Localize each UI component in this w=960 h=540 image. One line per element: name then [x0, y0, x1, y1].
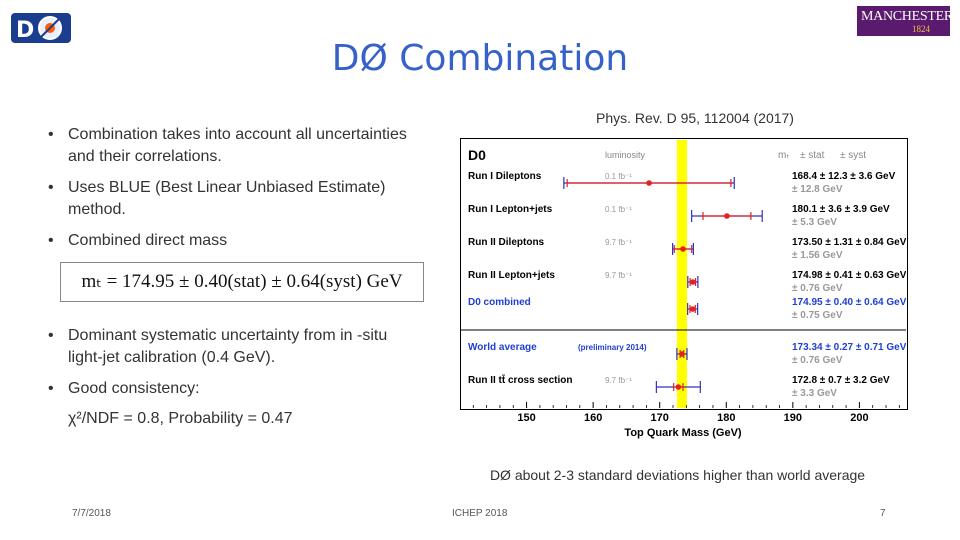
- bullet-dot: •: [48, 327, 54, 344]
- plot-row-label: Run II tt̄ cross section: [468, 374, 572, 386]
- x-tick-label-190: 190: [784, 412, 802, 424]
- bullet-4-text: Dominant systematic uncertainty from in …: [68, 327, 388, 366]
- bullet-3-text: Combined direct mass: [68, 232, 228, 249]
- bullet-2: • Uses BLUE (Best Linear Unbiased Estima…: [48, 177, 408, 221]
- plot-row-value: 180.1 ± 3.6 ± 3.9 GeV: [792, 204, 890, 215]
- x-tick-label-160: 160: [584, 412, 602, 424]
- plot-row-total: ± 3.3 GeV: [792, 388, 837, 399]
- plot-row-total: ± 0.76 GeV: [792, 355, 843, 366]
- plot-row-lumi: (preliminary 2014): [578, 343, 647, 352]
- plot-row-label: Run I Lepton+jets: [468, 204, 553, 215]
- x-tick-label-150: 150: [517, 412, 535, 424]
- plot-row-total: ± 0.75 GeV: [792, 310, 843, 321]
- plot-row-total: ± 1.56 GeV: [792, 250, 843, 261]
- point-run-i-lepton-jets: [724, 213, 730, 219]
- plot-row-value: 173.34 ± 0.27 ± 0.71 GeV: [792, 342, 906, 353]
- x-tick-label-200: 200: [850, 412, 868, 424]
- bullet-2-text: Uses BLUE (Best Linear Unbiased Estimate…: [68, 179, 386, 218]
- plot-header-stat: ± stat: [800, 150, 825, 161]
- bullet-5: • Good consistency:: [48, 378, 408, 400]
- plot-header-mt: mₜ: [778, 150, 789, 161]
- svg-text:D: D: [16, 18, 34, 43]
- bullet-dot: •: [48, 126, 54, 143]
- point-run-ii-dileptons: [680, 246, 686, 252]
- top-mass-plot: D0 luminosity mₜ ± stat ± syst Run I Dilepton…: [460, 140, 906, 439]
- point-world-average: [679, 351, 685, 357]
- mass-formula: mₜ = 174.95 ± 0.40(stat) ± 0.64(syst) Ge…: [60, 262, 424, 302]
- bullet-dot: •: [48, 380, 54, 397]
- bullet-dot: •: [48, 179, 54, 196]
- plot-header-syst: ± syst: [840, 150, 866, 161]
- plot-row-value: 173.50 ± 1.31 ± 0.84 GeV: [792, 237, 906, 248]
- plot-row-lumi: 9.7 fb⁻¹: [605, 376, 632, 385]
- plot-row-value: 174.95 ± 0.40 ± 0.64 GeV: [792, 297, 906, 308]
- plot-row-lumi: 9.7 fb⁻¹: [605, 238, 632, 247]
- plot-row-lumi: 0.1 fb⁻¹: [605, 205, 632, 214]
- plot-row-lumi: 9.7 fb⁻¹: [605, 271, 632, 280]
- point-run-ii-tt-cross-section: [675, 384, 682, 390]
- plot-row-total: ± 0.76 GeV: [792, 283, 843, 294]
- plot-row-label: Run II Lepton+jets: [468, 270, 555, 281]
- footer-page-number: 7: [880, 508, 886, 519]
- manchester-logo-year: 1824: [912, 24, 930, 34]
- plot-row-label: World average: [468, 342, 537, 353]
- reference-text: Phys. Rev. D 95, 112004 (2017): [596, 110, 794, 126]
- manchester-logo-word: MANCHESTER: [861, 9, 953, 24]
- point-d0-combined: [689, 306, 696, 312]
- plot-row-label: Run II Dileptons: [468, 237, 545, 248]
- x-axis-label: Top Quark Mass (GeV): [624, 427, 741, 439]
- plot-row-total: ± 5.3 GeV: [792, 217, 837, 228]
- footer-conference: ICHEP 2018: [452, 508, 508, 519]
- bullet-3: • Combined direct mass: [48, 230, 408, 252]
- chi2-text: χ²/NDF = 0.8, Probability = 0.47: [68, 410, 293, 427]
- bullet-1-text: Combination takes into account all uncer…: [68, 126, 407, 165]
- plot-row-label: Run I Dileptons: [468, 171, 542, 182]
- world-average-band: [676, 140, 687, 408]
- bullet-5-text: Good consistency:: [68, 380, 200, 397]
- bullet-1: • Combination takes into account all unc…: [48, 124, 408, 168]
- point-run-i-dileptons: [646, 180, 652, 186]
- d0-logo: D: [11, 13, 71, 43]
- plot-row-value: 172.8 ± 0.7 ± 3.2 GeV: [792, 375, 890, 386]
- plot-title: D0: [468, 147, 486, 163]
- plot-row-value: 174.98 ± 0.41 ± 0.63 GeV: [792, 270, 906, 281]
- takeaway-text: DØ about 2-3 standard deviations higher …: [489, 467, 866, 483]
- page-title: DØ Combination: [331, 38, 629, 79]
- bullet-dot: •: [48, 232, 54, 249]
- manchester-logo: MANCHESTER 1824: [857, 6, 953, 36]
- plot-row-lumi: 0.1 fb⁻¹: [605, 172, 632, 181]
- x-tick-label-180: 180: [717, 412, 735, 424]
- bullet-4: • Dominant systematic uncertainty from i…: [48, 325, 408, 369]
- plot-row-label: D0 combined: [468, 297, 531, 308]
- plot-header-luminosity: luminosity: [605, 150, 646, 160]
- plot-row-total: ± 12.8 GeV: [792, 184, 843, 195]
- x-tick-label-170: 170: [651, 412, 669, 424]
- footer-date: 7/7/2018: [72, 508, 111, 519]
- point-run-ii-lepton-jets: [690, 279, 696, 285]
- plot-row-value: 168.4 ± 12.3 ± 3.6 GeV: [792, 171, 896, 182]
